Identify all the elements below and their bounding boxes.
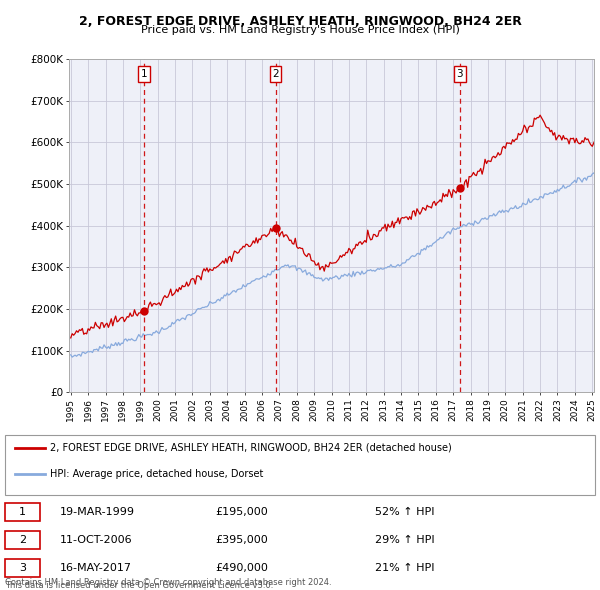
Text: 16-MAY-2017: 16-MAY-2017 <box>60 563 132 573</box>
Text: 3: 3 <box>457 69 463 79</box>
Text: This data is licensed under the Open Government Licence v3.0.: This data is licensed under the Open Gov… <box>5 581 274 590</box>
Text: 1: 1 <box>19 507 26 517</box>
Text: 29% ↑ HPI: 29% ↑ HPI <box>375 535 434 545</box>
Text: 2, FOREST EDGE DRIVE, ASHLEY HEATH, RINGWOOD, BH24 2ER (detached house): 2, FOREST EDGE DRIVE, ASHLEY HEATH, RING… <box>50 443 452 453</box>
Text: Contains HM Land Registry data © Crown copyright and database right 2024.: Contains HM Land Registry data © Crown c… <box>5 579 332 588</box>
Text: 2: 2 <box>19 535 26 545</box>
Text: £395,000: £395,000 <box>215 535 268 545</box>
Text: £490,000: £490,000 <box>215 563 268 573</box>
Text: 11-OCT-2006: 11-OCT-2006 <box>60 535 133 545</box>
Text: 3: 3 <box>19 563 26 573</box>
FancyBboxPatch shape <box>5 435 595 495</box>
FancyBboxPatch shape <box>5 531 40 549</box>
Text: HPI: Average price, detached house, Dorset: HPI: Average price, detached house, Dors… <box>50 469 263 479</box>
Text: 1: 1 <box>141 69 148 79</box>
Text: 2, FOREST EDGE DRIVE, ASHLEY HEATH, RINGWOOD, BH24 2ER: 2, FOREST EDGE DRIVE, ASHLEY HEATH, RING… <box>79 15 521 28</box>
Text: £195,000: £195,000 <box>215 507 268 517</box>
FancyBboxPatch shape <box>5 503 40 521</box>
Text: 2: 2 <box>272 69 279 79</box>
Text: 52% ↑ HPI: 52% ↑ HPI <box>375 507 434 517</box>
FancyBboxPatch shape <box>5 559 40 577</box>
Text: 19-MAR-1999: 19-MAR-1999 <box>60 507 135 517</box>
Text: Price paid vs. HM Land Registry's House Price Index (HPI): Price paid vs. HM Land Registry's House … <box>140 25 460 35</box>
Text: 21% ↑ HPI: 21% ↑ HPI <box>375 563 434 573</box>
